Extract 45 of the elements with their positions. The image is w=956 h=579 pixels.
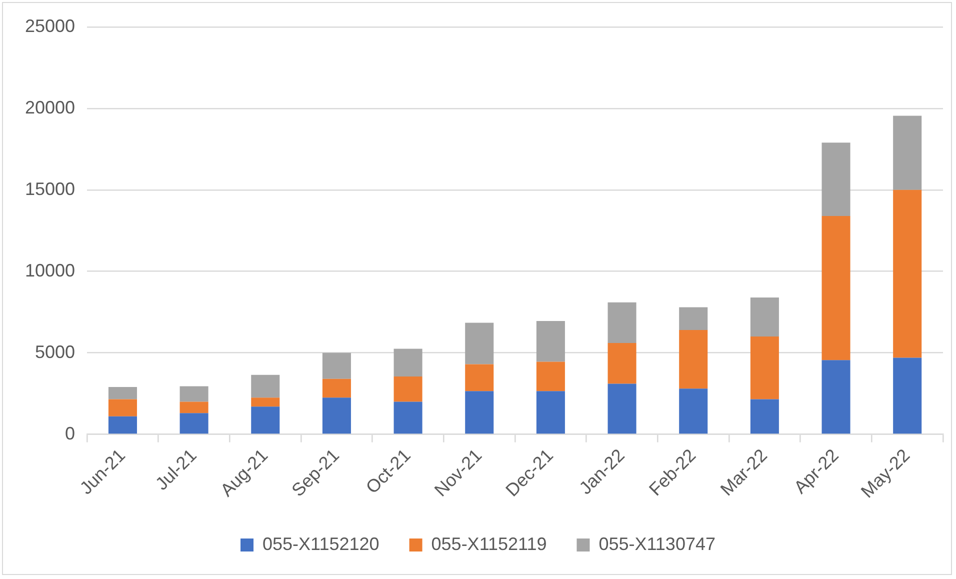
y-tick-label: 5000: [35, 342, 76, 362]
y-tick-label: 20000: [24, 97, 76, 118]
legend-label: 055-X1130747: [598, 534, 716, 554]
bar: [322, 378, 351, 398]
bar: [536, 391, 565, 434]
bar: [822, 142, 850, 216]
bar: [536, 362, 565, 392]
bar: [394, 402, 422, 434]
bar: [180, 402, 208, 414]
bar: [465, 391, 494, 434]
bar: [893, 116, 922, 190]
y-tick-label: 10000: [24, 260, 76, 280]
bar: [322, 398, 351, 434]
bar: [893, 358, 922, 434]
bar: [822, 360, 850, 434]
bar: [893, 190, 922, 358]
bar: [679, 330, 708, 389]
bar: [394, 348, 422, 376]
y-tick-label: 15000: [24, 178, 76, 199]
bar: [608, 302, 636, 344]
bar: [608, 343, 636, 384]
bar: [251, 398, 280, 407]
bar: [750, 297, 779, 337]
bar: [750, 399, 779, 434]
bar: [322, 352, 351, 379]
bar: [750, 336, 779, 400]
bar: [108, 399, 137, 416]
bar: [679, 388, 708, 434]
bar: [465, 364, 494, 392]
bar: [465, 322, 494, 364]
bar: [608, 384, 636, 434]
bar: [394, 376, 422, 402]
bar: [108, 387, 137, 400]
y-tick-label: 25000: [24, 16, 76, 36]
bar: [180, 386, 208, 402]
legend-label: 055-X1152119: [431, 534, 547, 554]
bar: [679, 307, 708, 330]
bar: [536, 321, 565, 362]
bar: [180, 413, 208, 434]
y-tick-label: 0: [65, 423, 76, 444]
bar: [822, 216, 850, 360]
bar: [251, 406, 280, 434]
bar: [251, 374, 280, 398]
legend-label: 055-X1152120: [262, 534, 380, 554]
bar: [108, 416, 137, 434]
